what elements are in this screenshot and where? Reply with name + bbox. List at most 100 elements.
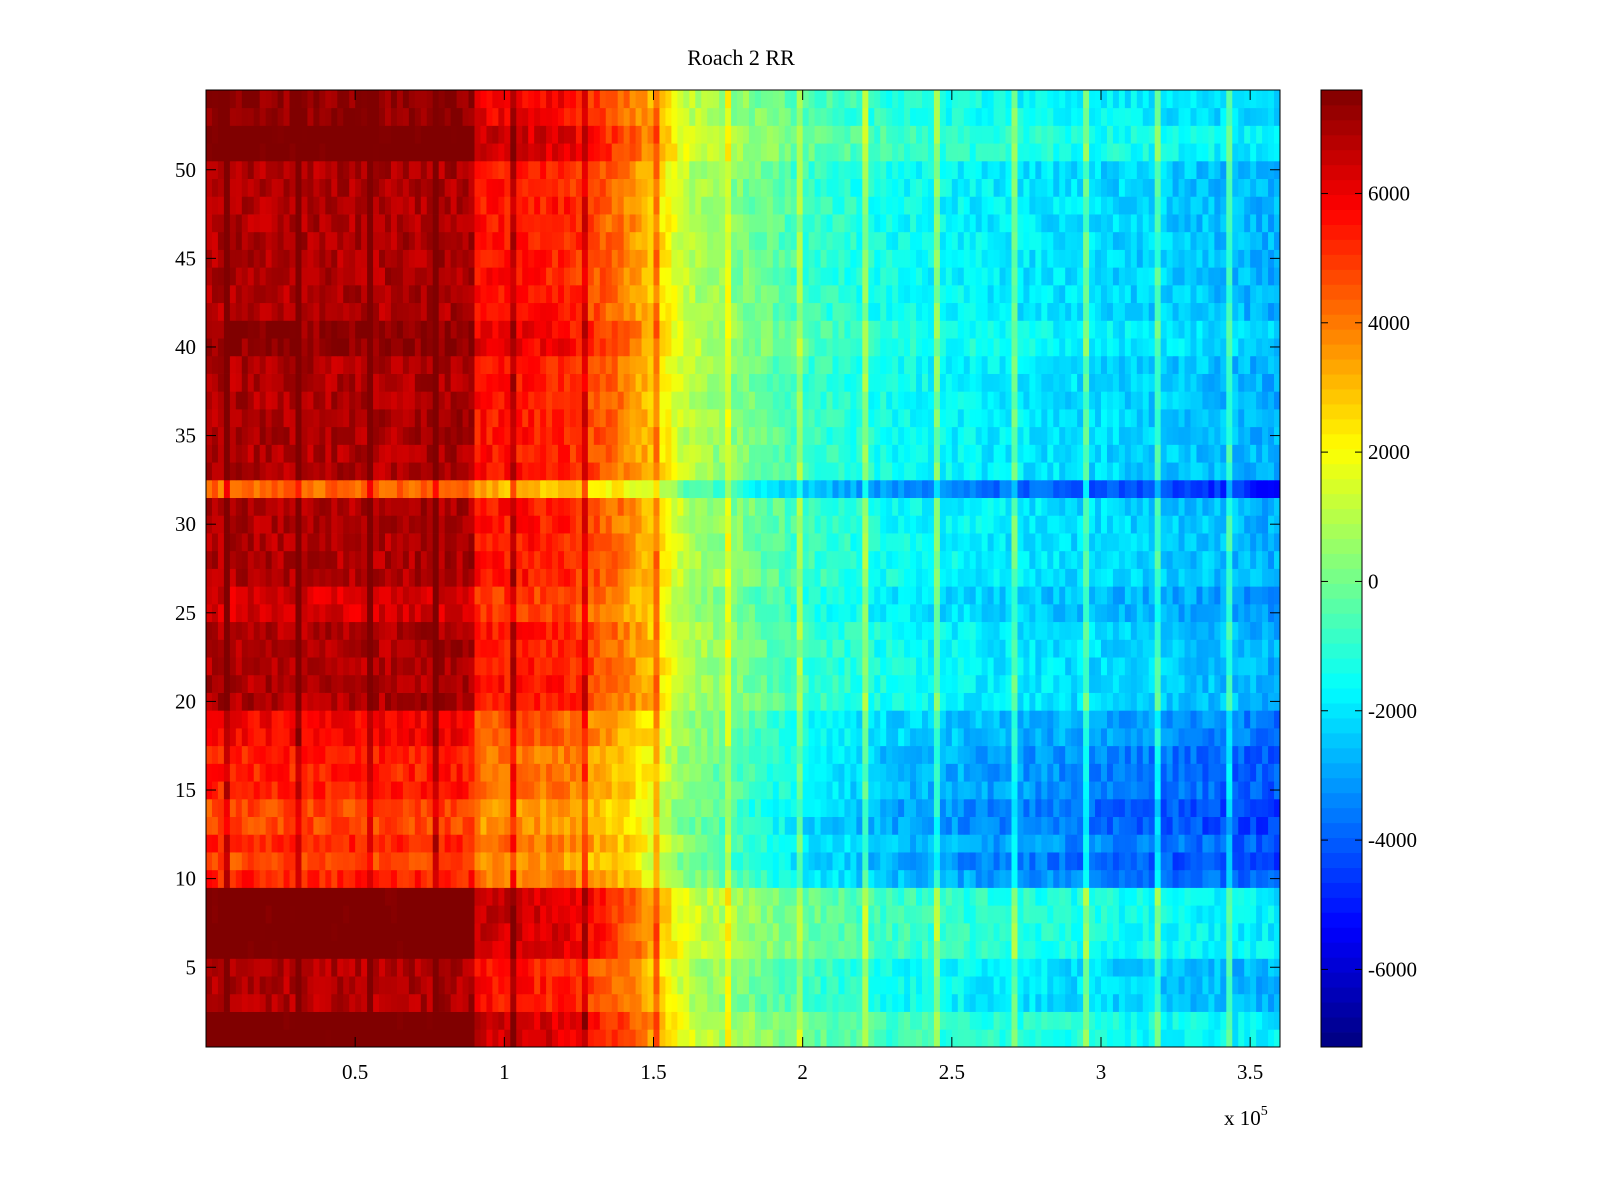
heatmap-cell xyxy=(355,816,362,835)
heatmap-cell xyxy=(438,745,446,764)
heatmap-cell xyxy=(599,745,607,764)
heatmap-cell xyxy=(1023,869,1030,888)
heatmap-cell xyxy=(301,1011,308,1030)
heatmap-cell xyxy=(319,816,326,835)
heatmap-cell xyxy=(963,798,971,818)
heatmap-cell xyxy=(933,816,941,835)
heatmap-cell xyxy=(731,657,738,676)
heatmap-cell xyxy=(689,834,696,853)
heatmap-cell xyxy=(462,568,469,587)
heatmap-cell xyxy=(760,922,768,942)
heatmap-cell xyxy=(414,639,422,658)
heatmap-cell xyxy=(510,603,517,623)
heatmap-cell xyxy=(1208,869,1215,888)
heatmap-cell xyxy=(713,745,720,764)
heatmap-cell xyxy=(1250,798,1257,818)
heatmap-cell xyxy=(916,586,923,605)
heatmap-cell xyxy=(1154,958,1162,977)
heatmap-cell xyxy=(743,816,750,835)
heatmap-cell xyxy=(987,568,994,587)
heatmap-cell xyxy=(1250,869,1257,888)
heatmap-cell xyxy=(217,1011,225,1030)
heatmap-cell xyxy=(743,586,750,605)
heatmap-cell xyxy=(1106,1029,1114,1048)
heatmap-cell xyxy=(922,922,929,942)
heatmap-cell xyxy=(355,568,362,587)
heatmap-cell xyxy=(379,728,386,747)
heatmap-cell xyxy=(1130,852,1138,871)
heatmap-cell xyxy=(969,568,977,587)
heatmap-cell xyxy=(385,674,392,693)
heatmap-cell xyxy=(349,887,356,906)
heatmap-cell xyxy=(367,692,374,711)
heatmap-cell xyxy=(1083,940,1090,959)
heatmap-cell xyxy=(593,905,601,924)
heatmap-cell xyxy=(289,639,296,658)
heatmap-cell xyxy=(1089,710,1096,729)
heatmap-cell xyxy=(707,1011,714,1030)
heatmap-cell xyxy=(468,745,475,764)
heatmap-cell xyxy=(361,834,368,853)
heatmap-cell xyxy=(235,568,243,587)
heatmap-cell xyxy=(826,905,833,924)
heatmap-cell xyxy=(1112,958,1120,977)
heatmap-cell xyxy=(939,940,947,959)
heatmap-cell xyxy=(1196,603,1203,623)
heatmap-cell xyxy=(396,816,404,835)
heatmap-cell xyxy=(223,657,231,676)
heatmap-cell xyxy=(1208,763,1215,782)
heatmap-cell xyxy=(1095,958,1102,977)
heatmap-cell xyxy=(653,922,660,942)
heatmap-cell xyxy=(1142,940,1150,959)
heatmap-cell xyxy=(408,869,416,888)
heatmap-cell xyxy=(361,1011,368,1030)
heatmap-cell xyxy=(1142,852,1150,871)
heatmap-cell xyxy=(1035,745,1042,764)
heatmap-cell xyxy=(1023,887,1030,906)
heatmap-cell xyxy=(1130,603,1138,623)
heatmap-cell xyxy=(522,834,529,853)
heatmap-cell xyxy=(683,798,690,818)
heatmap-cell xyxy=(1130,763,1138,782)
heatmap-cell xyxy=(379,1011,386,1030)
heatmap-cell xyxy=(385,763,392,782)
heatmap-cell xyxy=(790,1011,798,1030)
heatmap-cell xyxy=(277,922,284,942)
heatmap-cell xyxy=(904,657,911,676)
heatmap-cell xyxy=(987,728,994,747)
heatmap-cell xyxy=(1053,905,1060,924)
heatmap-cell xyxy=(546,781,553,800)
heatmap-cell xyxy=(1101,781,1108,800)
heatmap-cell xyxy=(1154,798,1162,818)
heatmap-cell xyxy=(707,887,714,906)
heatmap-cell xyxy=(760,816,768,835)
heatmap-cell xyxy=(892,550,899,569)
heatmap-cell xyxy=(689,852,696,871)
heatmap-cell xyxy=(259,905,267,924)
heatmap-cell xyxy=(223,745,231,764)
heatmap-cell xyxy=(1017,940,1024,959)
heatmap-cell xyxy=(569,781,577,800)
heatmap-cell xyxy=(927,1011,935,1030)
heatmap-cell xyxy=(1130,816,1138,835)
heatmap-cell xyxy=(367,976,374,995)
heatmap-cell xyxy=(1202,763,1209,782)
heatmap-cell xyxy=(910,674,917,693)
heatmap-cell xyxy=(301,869,308,888)
heatmap-cell xyxy=(802,852,810,871)
heatmap-cell xyxy=(402,603,410,623)
heatmap-cell xyxy=(868,621,875,640)
heatmap-cell xyxy=(1130,905,1138,924)
heatmap-cell xyxy=(868,639,875,658)
heatmap-cell xyxy=(319,976,326,995)
heatmap-cell xyxy=(1089,816,1096,835)
heatmap-cell xyxy=(725,745,732,764)
heatmap-cell xyxy=(379,692,386,711)
heatmap-cell xyxy=(480,603,487,623)
heatmap-cell xyxy=(993,745,1000,764)
heatmap-cell xyxy=(1095,657,1102,676)
heatmap-cell xyxy=(778,728,786,747)
heatmap-cell xyxy=(844,958,851,977)
heatmap-cell xyxy=(1083,692,1090,711)
heatmap-cell xyxy=(1244,586,1251,605)
